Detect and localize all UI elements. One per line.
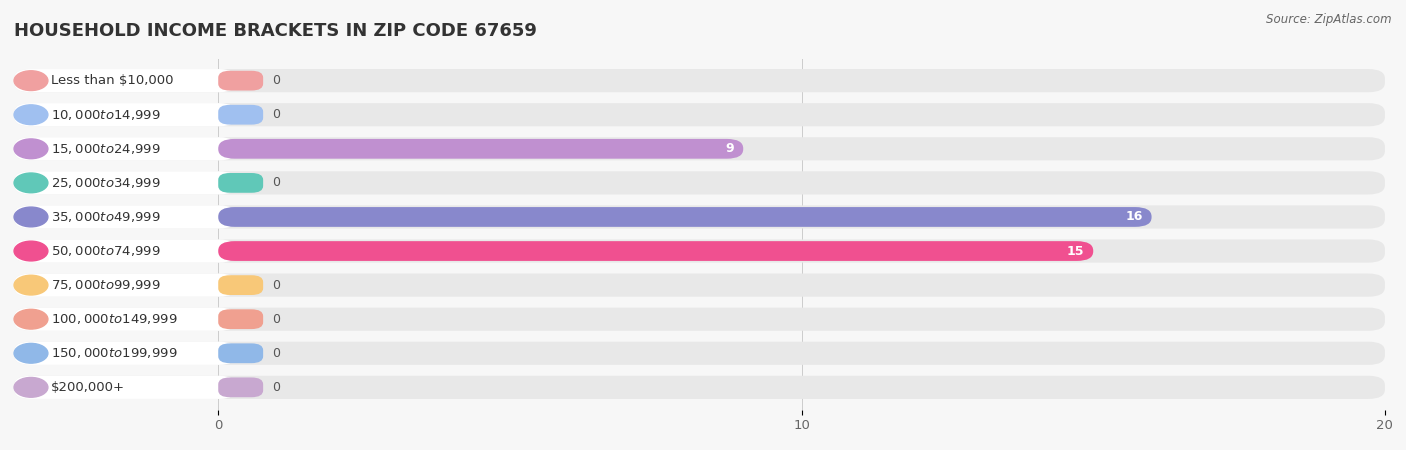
- Circle shape: [14, 71, 48, 90]
- FancyBboxPatch shape: [14, 205, 1385, 229]
- FancyBboxPatch shape: [218, 275, 263, 295]
- Circle shape: [14, 309, 48, 329]
- Text: 0: 0: [271, 279, 280, 292]
- FancyBboxPatch shape: [14, 274, 236, 297]
- FancyBboxPatch shape: [14, 103, 1385, 126]
- FancyBboxPatch shape: [218, 207, 1152, 227]
- FancyBboxPatch shape: [14, 239, 236, 263]
- Circle shape: [14, 139, 48, 159]
- Text: 0: 0: [271, 381, 280, 394]
- Circle shape: [14, 275, 48, 295]
- Text: $35,000 to $49,999: $35,000 to $49,999: [51, 210, 160, 224]
- FancyBboxPatch shape: [14, 103, 236, 126]
- Text: 0: 0: [271, 176, 280, 189]
- FancyBboxPatch shape: [14, 376, 236, 399]
- Text: $10,000 to $14,999: $10,000 to $14,999: [51, 108, 160, 122]
- FancyBboxPatch shape: [14, 239, 1385, 263]
- FancyBboxPatch shape: [14, 274, 1385, 297]
- FancyBboxPatch shape: [14, 171, 236, 194]
- Text: $100,000 to $149,999: $100,000 to $149,999: [51, 312, 177, 326]
- FancyBboxPatch shape: [14, 69, 1385, 92]
- Text: Source: ZipAtlas.com: Source: ZipAtlas.com: [1267, 14, 1392, 27]
- FancyBboxPatch shape: [14, 137, 1385, 160]
- FancyBboxPatch shape: [218, 173, 263, 193]
- Text: $50,000 to $74,999: $50,000 to $74,999: [51, 244, 160, 258]
- Circle shape: [14, 241, 48, 261]
- FancyBboxPatch shape: [218, 241, 1094, 261]
- Text: 0: 0: [271, 347, 280, 360]
- Text: 16: 16: [1125, 211, 1143, 224]
- FancyBboxPatch shape: [14, 376, 1385, 399]
- FancyBboxPatch shape: [14, 308, 236, 331]
- Text: $200,000+: $200,000+: [51, 381, 125, 394]
- Text: HOUSEHOLD INCOME BRACKETS IN ZIP CODE 67659: HOUSEHOLD INCOME BRACKETS IN ZIP CODE 67…: [14, 22, 537, 40]
- Text: 0: 0: [271, 108, 280, 121]
- FancyBboxPatch shape: [14, 342, 236, 365]
- Circle shape: [14, 343, 48, 363]
- Text: $75,000 to $99,999: $75,000 to $99,999: [51, 278, 160, 292]
- Circle shape: [14, 207, 48, 227]
- Text: 9: 9: [725, 142, 734, 155]
- Circle shape: [14, 173, 48, 193]
- FancyBboxPatch shape: [218, 105, 263, 125]
- Text: 0: 0: [271, 74, 280, 87]
- FancyBboxPatch shape: [218, 309, 263, 329]
- FancyBboxPatch shape: [14, 137, 236, 160]
- Text: $25,000 to $34,999: $25,000 to $34,999: [51, 176, 160, 190]
- FancyBboxPatch shape: [14, 69, 236, 92]
- FancyBboxPatch shape: [218, 343, 263, 363]
- Text: 15: 15: [1067, 244, 1084, 257]
- Text: Less than $10,000: Less than $10,000: [51, 74, 173, 87]
- Circle shape: [14, 378, 48, 397]
- Text: $150,000 to $199,999: $150,000 to $199,999: [51, 346, 177, 360]
- FancyBboxPatch shape: [14, 342, 1385, 365]
- FancyBboxPatch shape: [218, 71, 263, 90]
- Circle shape: [14, 105, 48, 125]
- FancyBboxPatch shape: [14, 205, 236, 229]
- FancyBboxPatch shape: [218, 139, 744, 159]
- FancyBboxPatch shape: [14, 308, 1385, 331]
- Text: 0: 0: [271, 313, 280, 326]
- FancyBboxPatch shape: [218, 378, 263, 397]
- Text: $15,000 to $24,999: $15,000 to $24,999: [51, 142, 160, 156]
- FancyBboxPatch shape: [14, 171, 1385, 194]
